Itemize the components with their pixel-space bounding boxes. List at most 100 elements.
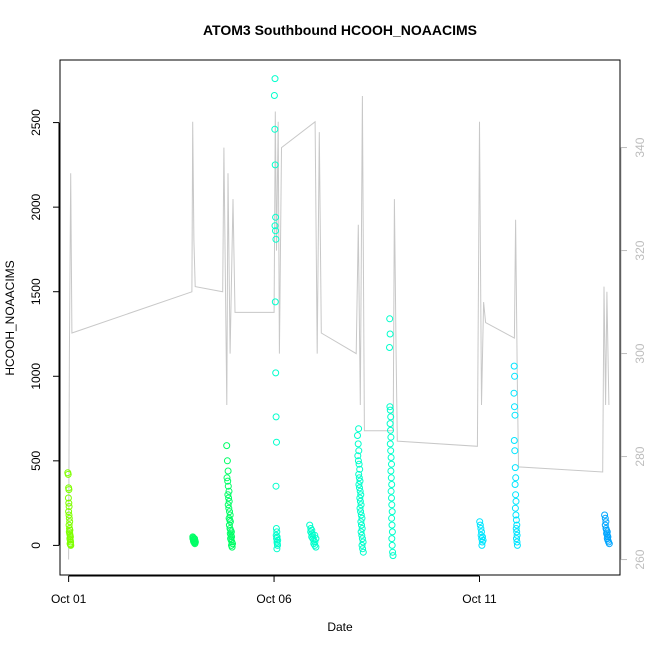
data-point	[357, 491, 365, 499]
data-point	[512, 497, 520, 505]
data-point	[357, 528, 365, 536]
data-point	[271, 298, 279, 306]
data-point	[311, 541, 319, 549]
data-point	[356, 497, 364, 505]
data-point	[387, 467, 395, 475]
data-point	[354, 457, 362, 465]
data-point	[272, 369, 280, 377]
data-point	[224, 501, 232, 509]
data-point	[224, 482, 232, 490]
data-point	[510, 362, 518, 370]
data-point	[270, 92, 278, 99]
y-tick-label: 2000	[29, 193, 43, 220]
data-point	[64, 470, 72, 478]
data-point	[359, 548, 367, 556]
data-point	[513, 535, 520, 543]
data-point	[224, 467, 232, 475]
data-point	[387, 447, 395, 455]
data-point	[273, 438, 280, 446]
data-point	[388, 541, 396, 549]
data-point	[388, 521, 396, 529]
data-point	[65, 499, 73, 507]
chart-title: ATOM3 Southbound HCOOH_NOAACIMS	[203, 22, 477, 38]
data-point	[386, 420, 394, 428]
y-tick-label: 2500	[29, 109, 43, 136]
data-point	[512, 516, 520, 524]
data-point	[355, 425, 363, 433]
data-point	[225, 487, 233, 495]
data-point	[311, 531, 319, 539]
data-point	[359, 545, 367, 553]
data-point	[513, 521, 521, 529]
y2-tick-label: 260	[633, 549, 647, 569]
data-point	[312, 543, 320, 551]
data-point	[387, 474, 395, 482]
data-point	[228, 533, 236, 541]
data-point	[355, 474, 363, 482]
data-point	[65, 521, 73, 529]
data-point	[273, 528, 281, 536]
data-point	[226, 518, 234, 526]
data-point	[511, 411, 519, 419]
data-point	[272, 213, 280, 221]
x-tick-label: Oct 01	[51, 592, 87, 606]
data-point	[356, 494, 364, 502]
data-point	[274, 536, 282, 544]
data-point	[601, 511, 609, 519]
data-point	[479, 536, 487, 544]
y2-tick-label: 320	[633, 240, 647, 260]
data-point	[511, 481, 519, 488]
x-tick-label: Oct 11	[462, 592, 497, 606]
y2-tick-label: 280	[633, 446, 647, 466]
data-point	[223, 442, 231, 450]
data-point	[386, 330, 394, 338]
scatter-points-layer	[64, 75, 613, 560]
data-point	[271, 125, 279, 133]
data-point	[355, 481, 363, 488]
secondary-line-layer	[68, 95, 610, 560]
data-point	[356, 504, 364, 512]
data-point	[513, 528, 521, 536]
data-point	[357, 511, 365, 519]
y-tick-label: 0	[29, 542, 43, 549]
data-point	[225, 521, 233, 529]
data-point	[510, 437, 518, 444]
data-point	[386, 406, 394, 414]
data-point	[601, 514, 609, 522]
data-point	[512, 511, 520, 519]
data-point	[225, 497, 233, 505]
data-point	[229, 540, 236, 548]
data-point	[223, 457, 231, 465]
data-point	[602, 518, 610, 526]
data-point	[510, 389, 518, 397]
data-point	[601, 521, 609, 529]
data-point	[356, 465, 364, 473]
data-point	[511, 372, 519, 380]
secondary-series-line	[68, 95, 610, 560]
data-point	[388, 535, 396, 543]
data-point	[357, 501, 365, 509]
data-point	[358, 521, 365, 529]
data-point	[386, 344, 393, 351]
y-tick-label: 1000	[29, 363, 43, 390]
data-point	[66, 518, 74, 526]
data-point	[388, 460, 395, 468]
data-point	[388, 494, 395, 502]
data-point	[354, 452, 362, 460]
data-point	[388, 508, 396, 516]
data-point	[354, 440, 362, 448]
data-point	[479, 533, 486, 541]
data-point	[386, 403, 394, 411]
x-axis-label: Date	[327, 620, 353, 634]
data-point	[605, 540, 613, 548]
data-point	[386, 440, 394, 448]
data-point	[65, 503, 73, 510]
data-point	[511, 504, 519, 512]
data-point	[354, 432, 361, 439]
data-point	[65, 508, 73, 516]
x-tick-label: Oct 06	[256, 592, 292, 606]
data-point	[64, 494, 72, 502]
data-point	[272, 482, 280, 490]
data-point	[478, 541, 486, 549]
